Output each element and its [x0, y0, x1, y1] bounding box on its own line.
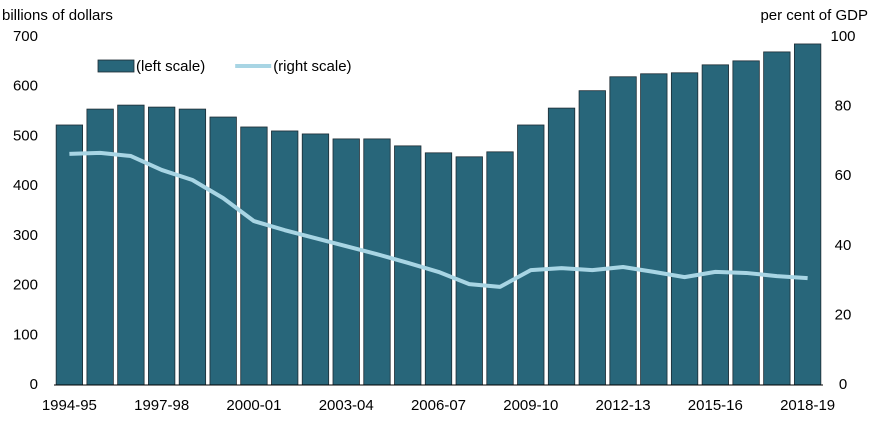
y-tick-label: 0	[30, 376, 38, 393]
bar	[363, 138, 391, 386]
bar	[609, 76, 637, 386]
bar	[763, 51, 791, 386]
bar	[209, 116, 237, 386]
bar	[55, 124, 84, 386]
x-tick-label: 2003-04	[319, 397, 374, 414]
x-tick-label: 2000-01	[226, 397, 281, 414]
bar	[455, 156, 483, 386]
bar	[701, 64, 729, 386]
bar	[640, 73, 668, 386]
legend-label: (right scale)	[273, 58, 351, 75]
y-tick-label: 600	[13, 78, 38, 95]
bar	[486, 151, 514, 386]
bar	[517, 124, 545, 386]
bar	[732, 60, 760, 386]
legend-swatch	[97, 59, 135, 73]
y2-tick-label: 100	[830, 28, 855, 45]
x-tick-label: 1994-95	[42, 397, 97, 414]
x-tick-label: 2009-10	[503, 397, 558, 414]
bar	[240, 126, 268, 386]
x-tick-label: 2006-07	[411, 397, 466, 414]
x-tick-label: 2018-19	[780, 397, 835, 414]
bar	[178, 108, 207, 386]
y2-tick-label: 20	[835, 306, 852, 323]
bar	[301, 133, 330, 386]
y2-tick-label: 40	[835, 237, 852, 254]
y-axis-title: billions of dollars	[2, 7, 113, 24]
y2-tick-label: 0	[839, 376, 847, 393]
x-tick-label: 1997-98	[134, 397, 189, 414]
bar	[793, 43, 822, 386]
x-tick-label: 2012-13	[596, 397, 651, 414]
y-tick-label: 300	[13, 227, 38, 244]
y2-tick-label: 60	[835, 167, 852, 184]
x-tick-label: 2015-16	[688, 397, 743, 414]
bar	[547, 107, 576, 386]
bar	[271, 130, 299, 386]
bar	[117, 104, 145, 386]
bar	[670, 72, 699, 386]
y-tick-label: 400	[13, 177, 38, 194]
bar	[332, 138, 360, 386]
y-tick-label: 700	[13, 28, 38, 45]
y2-axis-title: per cent of GDP	[760, 7, 868, 24]
y-tick-label: 100	[13, 326, 38, 343]
y-tick-label: 500	[13, 127, 38, 144]
bar	[578, 90, 606, 386]
line	[69, 150, 808, 289]
bar	[86, 108, 114, 386]
bar	[148, 106, 176, 386]
y2-tick-label: 80	[835, 98, 852, 115]
y-tick-label: 200	[13, 277, 38, 294]
legend-label: (left scale)	[136, 58, 205, 75]
